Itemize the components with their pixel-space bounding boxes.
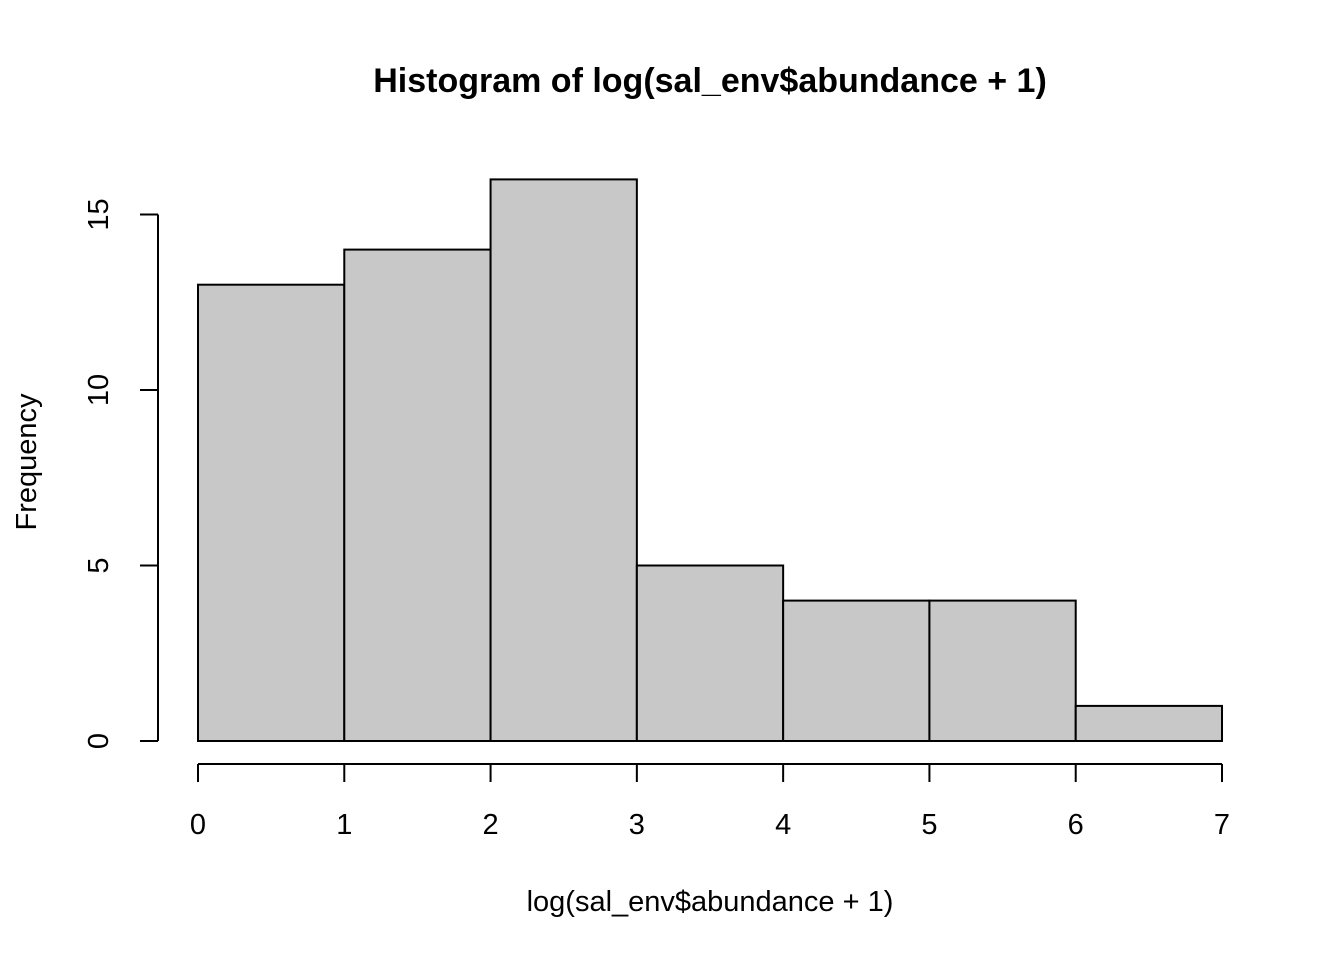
- bars-group: [197, 178, 1223, 743]
- x-tick-label-3: 3: [629, 809, 645, 841]
- histogram-bar-2: [489, 178, 638, 742]
- chart-title: Histogram of log(sal_env$abundance + 1): [373, 62, 1047, 100]
- x-axis-label: log(sal_env$abundance + 1): [527, 886, 894, 918]
- y-tick-label-1: 5: [83, 557, 115, 573]
- histogram-bar-0: [197, 283, 346, 742]
- x-tick-label-4: 4: [775, 809, 791, 841]
- x-tick-label-7: 7: [1214, 809, 1230, 841]
- x-tick-label-2: 2: [483, 809, 499, 841]
- x-tick-label-6: 6: [1068, 809, 1084, 841]
- x-tick-label-1: 1: [336, 809, 352, 841]
- histogram-bar-6: [1074, 704, 1223, 743]
- x-axis: 0 1 2 3 4 5 6 7: [190, 763, 1230, 841]
- histogram-bar-5: [928, 599, 1077, 742]
- histogram-bar-4: [782, 599, 931, 742]
- x-tick-label-0: 0: [190, 809, 206, 841]
- histogram-bar-3: [635, 564, 785, 742]
- y-axis-label: Frequency: [11, 393, 43, 531]
- y-axis: 0 5 10 15: [83, 198, 159, 749]
- histogram-bar-1: [343, 248, 492, 742]
- y-tick-label-0: 0: [83, 733, 115, 749]
- x-tick-label-5: 5: [921, 809, 937, 841]
- y-tick-label-2: 10: [83, 374, 115, 406]
- y-tick-label-3: 15: [83, 198, 115, 230]
